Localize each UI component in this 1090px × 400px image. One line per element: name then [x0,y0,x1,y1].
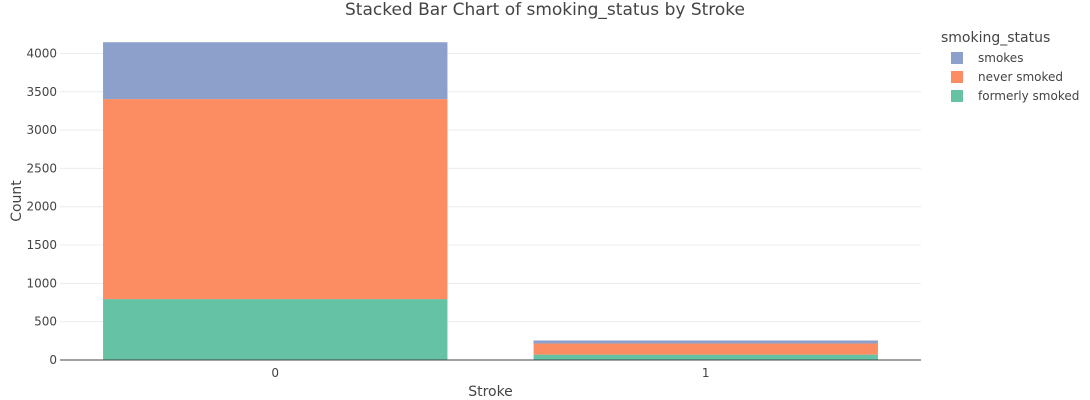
legend-label-formerly-smoked: formerly smoked [978,89,1079,103]
bar-formerly-smoked-1 [533,354,878,360]
legend-label-smokes: smokes [978,51,1023,65]
bar-smokes-1 [533,340,878,344]
x-tick-label: 1 [702,366,710,380]
y-tick-label: 1000 [26,276,57,290]
legend-swatch-never-smoked [951,71,963,83]
y-axis-title: Count [9,180,25,222]
bars-layer [103,42,878,360]
x-axis-title: Stroke [468,384,513,400]
y-tick-label: 3500 [26,85,57,99]
legend-title: smoking_status [941,30,1050,46]
legend-label-never-smoked: never smoked [978,70,1063,84]
y-tick-label: 3000 [26,123,57,137]
y-tick-label: 1500 [26,238,57,252]
axis-layer: 0 500 1000 1500 2000 2500 3000 3500 4000 0 1 [26,46,921,380]
y-tick-label: 4000 [26,46,57,60]
chart-title: Stacked Bar Chart of smoking_status by S… [345,0,745,20]
legend-swatch-smokes [951,52,963,64]
y-tick-label: 0 [49,353,57,367]
bar-never-smoked-0 [103,99,448,300]
bar-smokes-0 [103,42,448,100]
legend: smoking_status smokes never smoked formerl… [941,30,1079,103]
x-tick-label: 0 [271,366,279,380]
y-tick-label: 2500 [26,161,57,175]
legend-swatch-formerly-smoked [951,90,963,102]
bar-never-smoked-1 [533,343,878,355]
y-tick-label: 500 [34,315,57,329]
y-tick-label: 2000 [26,200,57,214]
bar-formerly-smoked-0 [103,299,448,360]
